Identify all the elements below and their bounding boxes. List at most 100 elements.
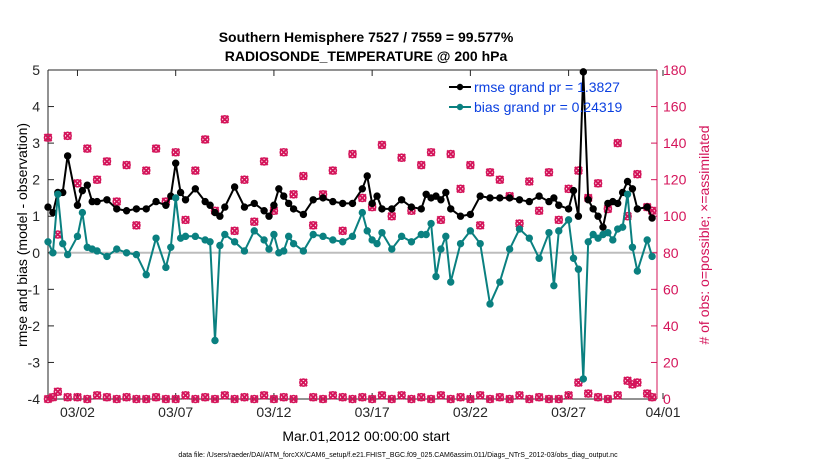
- bias-series-point: [368, 236, 376, 244]
- obs-assimilated-marker: [171, 147, 181, 157]
- rmse-series-point: [363, 172, 371, 180]
- obs-assimilated-low-marker-stroke: [564, 391, 573, 400]
- obs-possible-marker: [436, 215, 446, 225]
- x-tick-label: 03/17: [355, 404, 390, 420]
- obs-assimilated-marker-stroke: [446, 149, 456, 159]
- y2-tick-label: 160: [663, 99, 687, 115]
- bias-series-point: [162, 263, 170, 272]
- rmse-series-point: [407, 203, 416, 211]
- y2-tick-label: 180: [663, 62, 687, 78]
- obs-assimilated-marker-stroke: [200, 135, 210, 144]
- bias-series-point: [78, 208, 87, 217]
- obs-possible-marker: [289, 189, 298, 199]
- obs-assimilated-marker-stroke: [289, 189, 298, 199]
- obs-possible-marker: [544, 168, 554, 177]
- rmse-series-point: [437, 196, 445, 204]
- rmse-series-point: [216, 212, 224, 220]
- obs-possible-low-marker: [515, 391, 524, 400]
- obs-possible-marker: [82, 144, 92, 153]
- rmse-series-point: [628, 185, 637, 193]
- obs-possible-low-marker: [289, 394, 298, 404]
- obs-possible-low-marker: [583, 389, 593, 398]
- obs-assimilated-low-marker: [613, 391, 623, 400]
- rmse-series-point: [388, 205, 396, 213]
- legend-entry-rmse-series: rmse grand pr = 1.3827: [474, 79, 620, 95]
- obs-possible-marker: [358, 193, 367, 203]
- rmse-series-point: [594, 212, 602, 220]
- bias-series-point: [260, 236, 268, 244]
- obs-assimilated-low-marker: [220, 391, 230, 400]
- obs-possible-low-marker: [259, 391, 269, 400]
- bias-series-point: [496, 278, 504, 286]
- obs-assimilated-low-marker: [593, 392, 603, 402]
- rmse-series-point: [63, 152, 72, 160]
- rmse-series-point: [373, 192, 381, 200]
- obs-assimilated-low-marker: [505, 394, 514, 404]
- bias-series-point: [280, 247, 288, 255]
- bias-series-point: [594, 234, 602, 242]
- obs-possible-low-marker: [279, 392, 289, 402]
- obs-possible-low-marker: [554, 394, 564, 404]
- y-tick-label: 2: [32, 172, 40, 188]
- obs-possible-marker: [475, 221, 485, 230]
- obs-possible-marker: [348, 149, 357, 159]
- bias-series-point: [181, 232, 190, 241]
- obs-assimilated-marker: [515, 219, 524, 228]
- obs-assimilated-marker-stroke: [524, 177, 534, 186]
- bias-series-point: [378, 228, 386, 237]
- rmse-series-point: [486, 194, 494, 202]
- obs-assimilated-marker-stroke: [279, 147, 289, 157]
- y-tick-label: -1: [28, 281, 41, 297]
- rmse-series-point: [422, 190, 430, 198]
- obs-assimilated-marker: [416, 160, 426, 170]
- obs-assimilated-low-marker-stroke: [259, 391, 269, 400]
- obs-assimilated-low-marker-stroke: [377, 391, 387, 400]
- bias-series-point: [284, 232, 293, 241]
- bias-series-point: [103, 252, 111, 261]
- rmse-series-point: [515, 196, 524, 204]
- y2-tick-label: 80: [663, 245, 679, 261]
- obs-assimilated-low-marker: [171, 394, 181, 404]
- rmse-series-point: [496, 194, 504, 202]
- obs-possible-marker: [593, 179, 603, 188]
- obs-possible-marker: [43, 133, 53, 142]
- rmse-series-point: [358, 185, 367, 193]
- obs-assimilated-low-marker: [132, 394, 141, 404]
- bias-series-point: [486, 300, 494, 308]
- obs-assimilated-marker: [259, 157, 269, 166]
- y2-tick-label: 140: [663, 135, 687, 151]
- obs-possible-low-marker: [161, 394, 171, 404]
- obs-possible-marker: [151, 144, 161, 153]
- obs-possible-low-marker: [466, 394, 475, 404]
- bias-series-point: [216, 241, 224, 250]
- bias-series-point: [550, 281, 558, 290]
- obs-assimilated-marker: [436, 215, 446, 225]
- rmse-series-point: [397, 196, 406, 204]
- bias-series-point: [476, 239, 484, 248]
- rmse-series-point: [162, 201, 170, 209]
- obs-assimilated-marker-stroke: [112, 197, 122, 206]
- obs-possible-marker: [525, 177, 534, 186]
- y2-tick-label: 120: [663, 172, 687, 188]
- obs-assimilated-low-marker-stroke: [446, 394, 456, 404]
- bias-series-point: [309, 230, 317, 239]
- x-tick-label: 03/27: [551, 404, 586, 420]
- obs-assimilated-marker: [613, 138, 623, 148]
- bias-series-point: [437, 245, 445, 253]
- obs-assimilated-low-marker-stroke: [82, 394, 92, 404]
- rmse-series-point: [476, 192, 484, 200]
- obs-possible-marker: [495, 175, 505, 184]
- bias-series-point: [579, 375, 588, 383]
- obs-assimilated-marker: [132, 221, 141, 230]
- obs-assimilated-low-marker-stroke: [249, 394, 259, 404]
- obs-possible-low-marker: [338, 392, 347, 402]
- rmse-series-point: [221, 203, 229, 211]
- y-axis-label: rmse and bias (model - observation): [14, 123, 30, 347]
- obs-assimilated-low-marker: [259, 391, 269, 400]
- obs-possible-low-marker: [122, 392, 131, 402]
- rmse-series-point: [525, 197, 534, 206]
- obs-possible-low-marker: [358, 392, 367, 402]
- data-file-footer: data file: /Users/raeder/DAI/ATM_forcXX/…: [178, 452, 618, 459]
- obs-assimilated-low-marker: [318, 394, 328, 404]
- rmse-series-point: [505, 194, 514, 202]
